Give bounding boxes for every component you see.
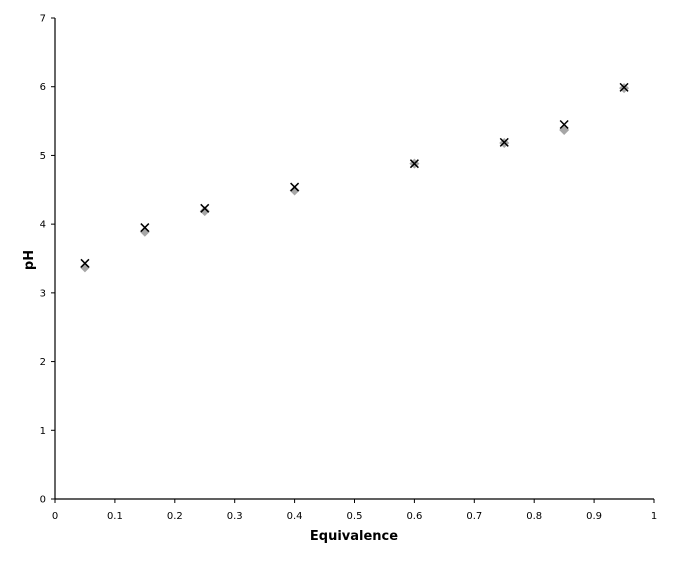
- y-tick-label: 1: [40, 426, 46, 437]
- data-point-diamond: [289, 185, 300, 196]
- data-point-x: [80, 258, 90, 268]
- x-tick-label: 0.7: [466, 511, 482, 522]
- data-point-x: [499, 137, 509, 147]
- data-point-x: [140, 223, 150, 233]
- data-point-x: [559, 119, 569, 130]
- x-tick-label: 0.2: [167, 511, 183, 522]
- data-point-x: [619, 82, 629, 92]
- y-axis-title: pH: [22, 250, 37, 270]
- x-tick-label: 0.8: [526, 511, 542, 522]
- series-layer: [79, 82, 630, 273]
- data-point-x: [409, 159, 419, 169]
- x-tick-label: 0: [52, 511, 58, 522]
- x-tick-label: 0.6: [406, 511, 422, 522]
- data-point-x: [200, 203, 210, 213]
- data-point-diamond: [559, 125, 570, 136]
- series-1: [80, 82, 629, 268]
- axes: [54, 18, 654, 500]
- x-tick-label: 0.3: [227, 511, 243, 522]
- x-tick-label: 0.9: [586, 511, 602, 522]
- y-tick-label: 6: [40, 82, 46, 93]
- data-point-diamond: [199, 206, 210, 217]
- ticks: 0 1 2 3 4 5 6 7 0 0.1 0.2 0.3 0.4 0.5 0.6 0.7 0.8 0.9 1: [40, 14, 658, 523]
- y-tick-label: 0: [40, 495, 46, 506]
- series-0: [79, 83, 630, 273]
- y-tick-label: 2: [40, 357, 46, 368]
- data-point-x: [290, 182, 300, 192]
- x-tick-label: 0.4: [287, 511, 303, 522]
- x-tick-label: 1: [651, 511, 657, 522]
- x-tick-label: 0.5: [347, 511, 363, 522]
- y-tick-label: 3: [40, 288, 46, 299]
- y-tick-label: 4: [40, 220, 46, 231]
- x-tick-label: 0.1: [107, 511, 123, 522]
- y-tick-label: 5: [40, 151, 46, 162]
- x-axis-title: Equivalence: [310, 529, 398, 544]
- y-tick-label: 7: [40, 14, 46, 25]
